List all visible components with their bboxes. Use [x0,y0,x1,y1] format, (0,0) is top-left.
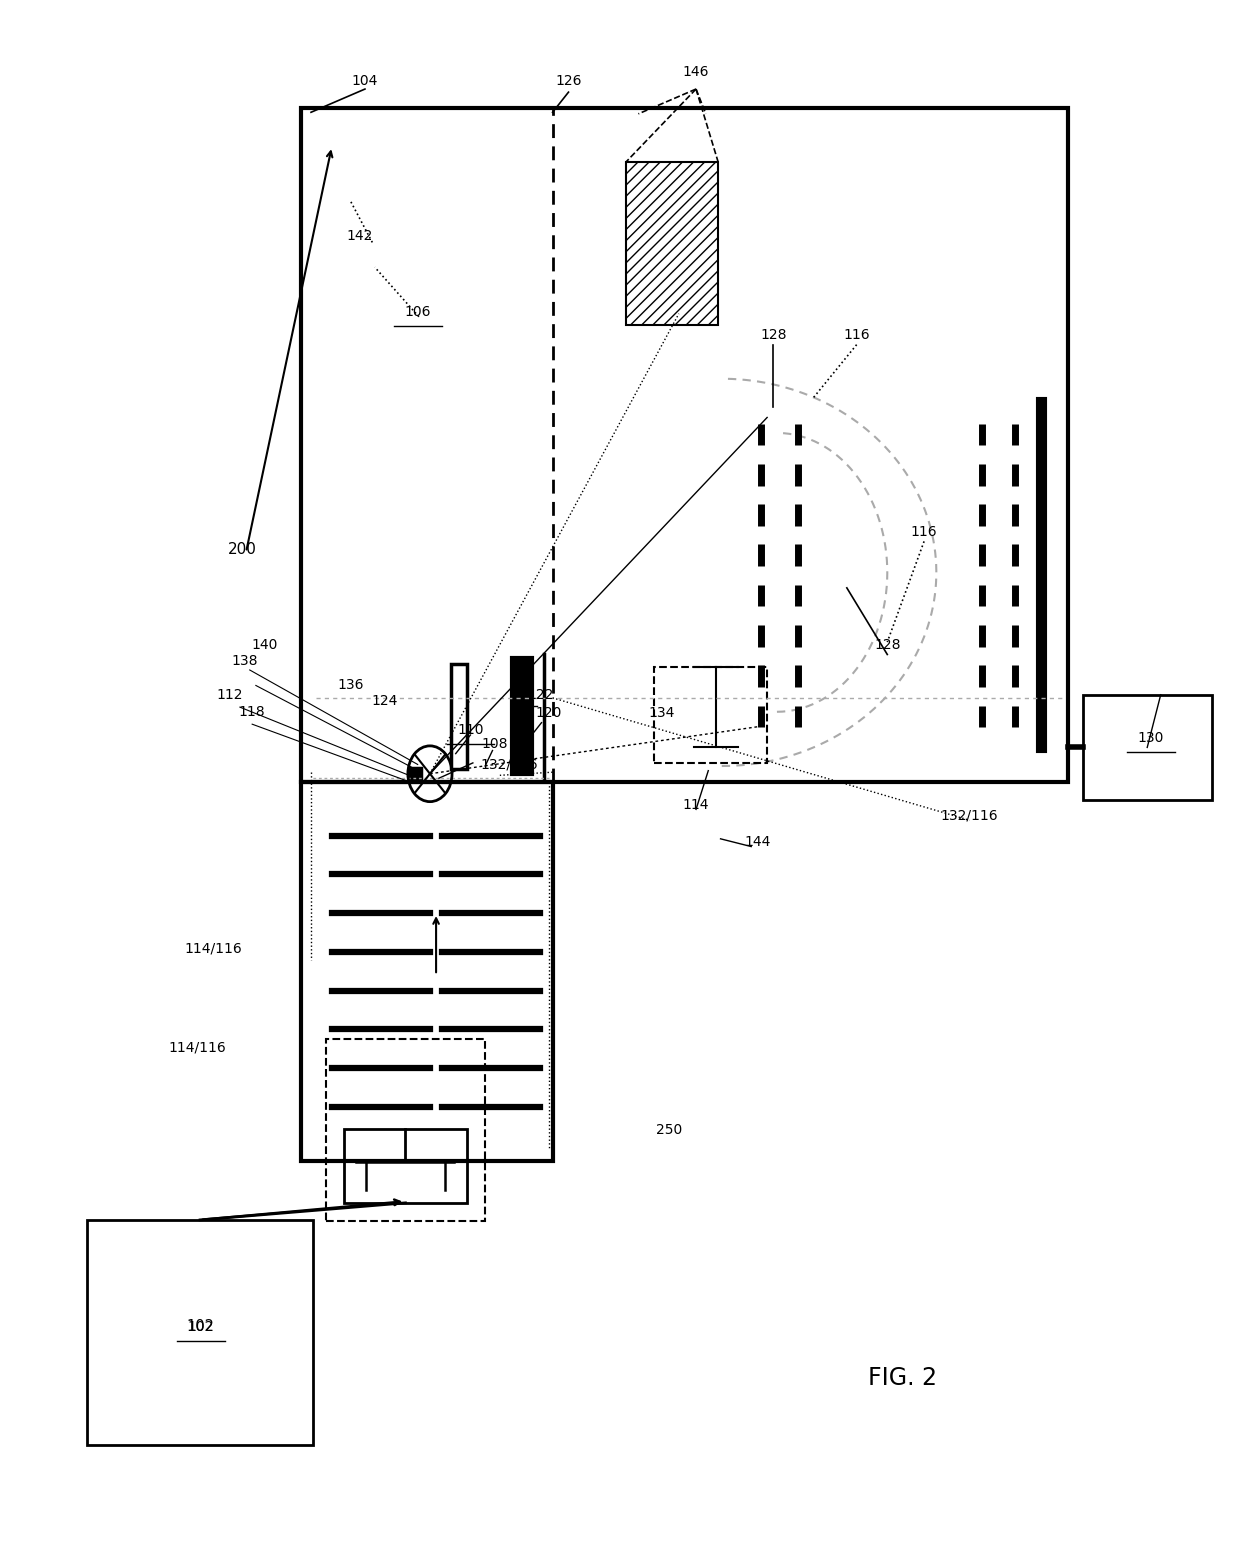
Bar [301,108,1068,782]
Bar [1084,694,1213,800]
Text: 114: 114 [683,797,709,811]
Bar [655,667,768,763]
Bar [326,1039,485,1221]
Text: 144: 144 [744,835,770,849]
Text: 122: 122 [527,688,553,702]
Text: 134: 134 [649,706,675,721]
Text: 132/116: 132/116 [941,808,998,822]
Text: 136: 136 [337,678,363,692]
Bar [626,163,718,325]
Text: 102: 102 [187,1319,213,1333]
Text: 128: 128 [874,638,900,652]
Text: 200: 200 [228,542,257,556]
Text: 104: 104 [352,75,378,88]
Text: 102: 102 [187,1319,215,1335]
Text: 142: 142 [347,230,373,244]
Text: 120: 120 [536,706,562,721]
Text: 146: 146 [683,66,709,80]
Text: 140: 140 [252,638,278,652]
Text: 114/116: 114/116 [184,942,242,957]
Text: 108: 108 [481,738,508,752]
Text: 116: 116 [843,328,870,342]
Text: 106: 106 [404,305,432,319]
Text: 116: 116 [910,525,937,539]
Text: 126: 126 [556,75,582,88]
Bar [409,767,422,780]
Text: FIG. 2: FIG. 2 [868,1366,936,1390]
Bar [301,782,553,1161]
Text: 250: 250 [656,1124,682,1136]
Text: 110: 110 [458,724,484,738]
Text: 114/116: 114/116 [169,1041,226,1055]
Bar [87,1219,314,1444]
Text: 138: 138 [232,653,258,667]
Text: 124: 124 [372,694,398,708]
Text: 112: 112 [217,688,243,702]
Bar [512,658,532,774]
Text: 132/116: 132/116 [481,758,538,772]
Bar [451,664,466,769]
Text: 118: 118 [239,705,265,719]
Bar [345,1128,466,1204]
Text: 128: 128 [760,328,786,342]
Text: 130: 130 [1138,731,1164,746]
